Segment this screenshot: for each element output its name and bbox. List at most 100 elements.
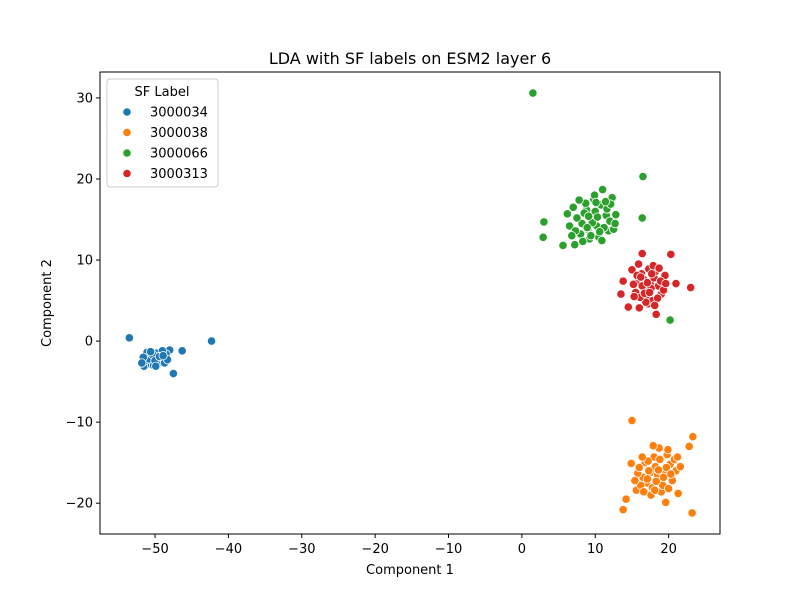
scatter-point-3000313	[623, 302, 633, 312]
scatter-point-3000066	[572, 213, 582, 223]
x-tick-label: −40	[215, 542, 242, 557]
scatter-point-3000313	[654, 263, 664, 273]
scatter-point-3000038	[648, 441, 658, 451]
scatter-point-3000066	[611, 210, 621, 220]
scatter-point-3000066	[637, 213, 647, 223]
scatter-point-3000038	[661, 497, 671, 507]
scatter-point-3000038	[621, 494, 631, 504]
scatter-point-3000038	[672, 452, 683, 462]
scatter-point-3000313	[641, 297, 651, 307]
scatter-point-3000066	[600, 197, 611, 207]
scatter-point-3000313	[647, 269, 657, 279]
scatter-point-3000066	[584, 211, 594, 221]
scatter-point-3000038	[653, 465, 663, 475]
scatter-point-3000066	[665, 315, 675, 325]
scatter-point-3000034	[158, 351, 168, 361]
scatter-point-3000313	[650, 300, 660, 311]
scatter-point-3000034	[151, 361, 161, 371]
scatter-point-3000034	[146, 347, 156, 357]
scatter-point-3000038	[684, 441, 694, 452]
scatter-point-3000038	[688, 432, 698, 442]
scatter-point-3000066	[610, 218, 620, 229]
x-tick-label: −10	[435, 542, 462, 557]
scatter-point-3000038	[650, 485, 660, 495]
scatter-point-3000066	[538, 232, 548, 242]
legend-entry-label: 3000038	[150, 126, 208, 141]
chart-title: LDA with SF labels on ESM2 layer 6	[269, 49, 551, 68]
scatter-point-3000038	[630, 475, 640, 486]
x-tick-label: −30	[288, 542, 315, 557]
scatter-point-3000313	[637, 248, 647, 259]
scatter-point-3000066	[598, 184, 608, 195]
scatter-point-3000066	[528, 88, 538, 98]
scatter-point-3000313	[628, 279, 639, 289]
scatter-point-3000066	[570, 240, 580, 250]
plot-frame	[99, 71, 721, 535]
x-tick-label: −50	[141, 542, 168, 557]
scatter-point-3000066	[578, 236, 588, 246]
scatter-point-3000313	[618, 276, 628, 286]
legend-marker	[122, 107, 132, 117]
legend-entry-label: 3000313	[150, 167, 208, 182]
x-axis-label: Component 1	[366, 563, 454, 578]
legend-entries: 3000034 3000038 3000066 3000313	[122, 106, 208, 182]
y-axis-label: Component 2	[40, 259, 55, 347]
scatter-point-3000066	[567, 231, 577, 241]
x-tick-label: 0	[518, 542, 526, 557]
scatter-point-3000038	[627, 415, 637, 426]
scatter-point-3000313	[634, 303, 644, 313]
y-tick-label: 10	[76, 254, 93, 269]
scatter-point-3000034	[124, 333, 134, 343]
scatter-point-3000313	[666, 249, 676, 259]
scatter-point-3000038	[663, 445, 673, 455]
scatter-point-3000038	[666, 469, 676, 479]
scatter-point-3000066	[568, 202, 578, 212]
scatter-point-3000313	[633, 259, 644, 269]
scatter-point-3000034	[177, 346, 187, 356]
scatter-point-3000038	[675, 462, 685, 472]
y-tick-label: −20	[66, 497, 93, 512]
scatter-point-3000066	[591, 197, 601, 208]
y-tick-label: −10	[66, 416, 93, 431]
legend-marker	[122, 168, 132, 179]
scatter-point-3000038	[639, 487, 649, 497]
scatter-point-3000038	[642, 474, 652, 484]
scatter-point-3000313	[616, 289, 626, 299]
points-layer	[124, 88, 698, 518]
scatter-point-3000313	[636, 272, 646, 282]
legend: SF Label 3000034 3000038 3000066 3000313	[106, 78, 219, 188]
scatter-point-3000038	[626, 458, 636, 469]
scatter-point-3000313	[644, 287, 655, 298]
scatter-point-3000038	[687, 508, 697, 518]
scatter-point-3000034	[206, 336, 217, 346]
legend-title: SF Label	[135, 85, 190, 100]
scatter-point-3000038	[651, 476, 661, 486]
scatter-point-3000313	[629, 291, 639, 302]
scatter-point-3000066	[638, 171, 648, 182]
ticks-layer: −50 −40 −30 −20 −10 0 10 20 −20 −10 0 10 20 30	[66, 91, 677, 557]
scatter-point-3000034	[137, 358, 147, 368]
scatter-point-3000066	[562, 209, 572, 219]
scatter-point-3000038	[673, 488, 683, 499]
scatter-point-3000038	[644, 466, 654, 476]
scatter-point-3000038	[618, 505, 628, 515]
legend-entry-label: 3000066	[150, 147, 208, 162]
scatter-point-3000066	[564, 221, 575, 231]
scatter-point-3000066	[597, 235, 607, 246]
x-tick-label: 10	[587, 542, 604, 557]
scatter-point-3000313	[671, 278, 681, 289]
scatter-point-3000313	[627, 265, 637, 275]
scatter-point-3000066	[586, 231, 596, 241]
scatter-point-3000034	[168, 368, 178, 379]
scatter-point-3000066	[539, 217, 549, 227]
scatter-point-3000313	[686, 282, 696, 293]
scatter-point-3000313	[642, 278, 652, 288]
scatter-point-3000313	[661, 278, 671, 289]
y-tick-label: 20	[76, 172, 93, 187]
scatter-point-3000066	[592, 212, 603, 222]
scatter-point-3000038	[655, 454, 665, 465]
scatter-point-3000066	[558, 240, 568, 251]
scatter-point-3000038	[664, 484, 674, 494]
legend-marker	[122, 127, 132, 138]
x-tick-label: −20	[361, 542, 388, 557]
